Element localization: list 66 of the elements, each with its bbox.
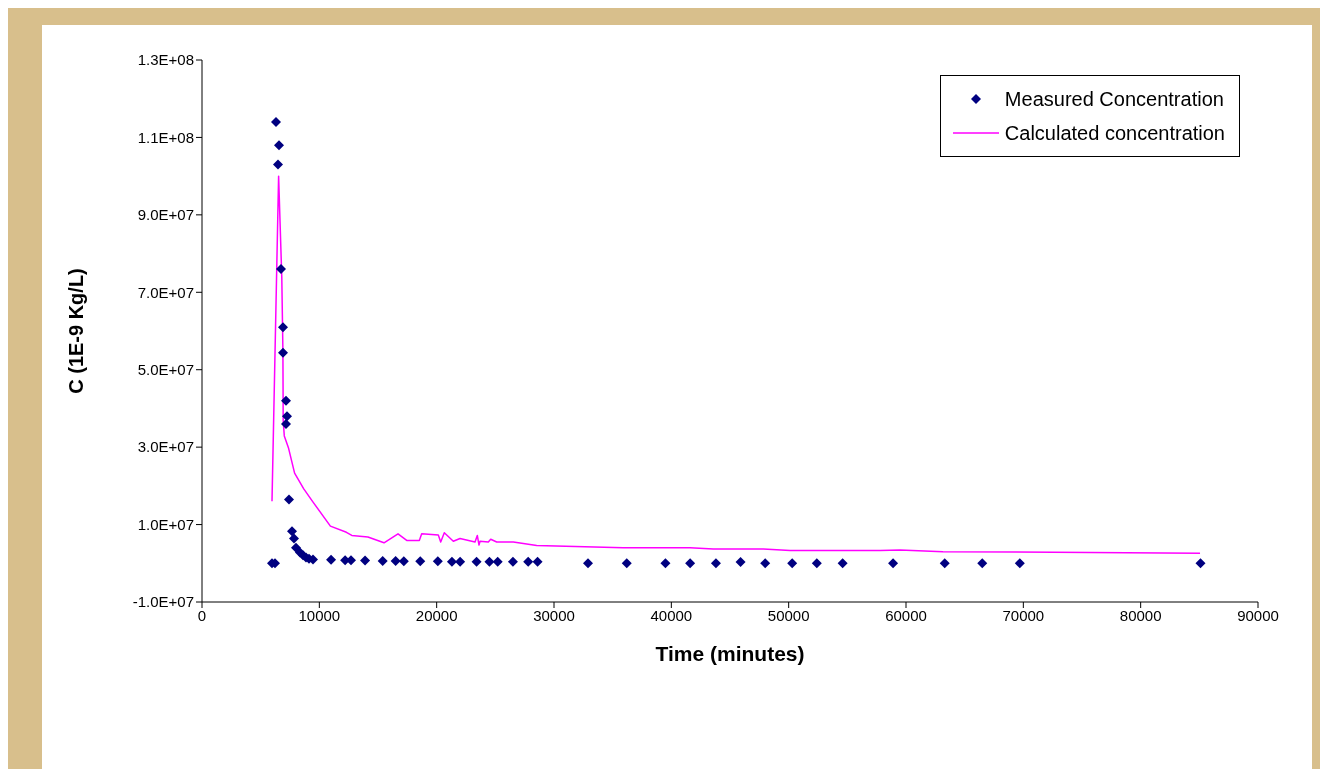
point [492, 556, 503, 567]
point [455, 556, 466, 567]
point [484, 556, 495, 567]
point [583, 558, 594, 569]
point [710, 558, 721, 569]
point [278, 347, 289, 358]
point [273, 159, 283, 170]
point [811, 558, 822, 569]
point [432, 556, 443, 567]
point [415, 556, 426, 567]
point [1014, 558, 1025, 569]
x-tick-label: 60000 [885, 606, 927, 624]
x-tick-label: 10000 [298, 606, 341, 624]
x-tick-label: 0 [197, 606, 207, 624]
point [291, 542, 301, 553]
y-tick-label: 1.1E+08 [137, 128, 194, 146]
point [446, 556, 457, 567]
point [271, 116, 281, 127]
point [278, 322, 289, 333]
point [787, 558, 798, 569]
point [532, 556, 543, 567]
point [281, 418, 292, 429]
point [284, 494, 294, 505]
point [523, 556, 534, 567]
x-tick-label: 90000 [1237, 606, 1279, 624]
point [274, 140, 285, 151]
point [837, 558, 848, 569]
point [1195, 558, 1206, 569]
point [286, 526, 297, 537]
x-tick-label: 40000 [650, 606, 693, 624]
point [326, 554, 337, 565]
y-tick-label: 9.0E+07 [137, 206, 194, 224]
point [377, 555, 388, 566]
x-tick-label: 80000 [1119, 606, 1162, 624]
x-axis-title: Time (minutes) [655, 642, 805, 665]
point [282, 411, 293, 422]
y-tick-label: 1.3E+08 [137, 51, 194, 69]
x-tick-label: 20000 [415, 606, 458, 624]
legend-label: Calculated concentration [1004, 121, 1225, 145]
y-tick-label: -1.0E+07 [132, 593, 194, 611]
point [507, 556, 518, 567]
y-axis-title: C (1E-9 Kg/L) [65, 268, 88, 394]
x-tick-label: 70000 [1002, 606, 1045, 624]
point [289, 533, 299, 544]
y-tick-label: 3.0E+07 [137, 438, 194, 456]
point [888, 558, 899, 569]
y-tick-label: 5.0E+07 [137, 361, 194, 379]
x-tick-label: 50000 [767, 606, 810, 624]
point [281, 395, 292, 406]
line-series [271, 175, 1201, 554]
point [471, 556, 482, 567]
point [360, 555, 371, 566]
point [735, 557, 746, 568]
point [760, 558, 771, 569]
legend-label: Measured Concentration [1004, 87, 1224, 111]
point [390, 555, 401, 566]
y-tick-label: 1.0E+07 [137, 515, 194, 533]
y-tick-label: 7.0E+07 [137, 283, 194, 301]
point [685, 558, 696, 569]
x-tick-label: 30000 [533, 606, 575, 624]
point [660, 558, 671, 569]
point [939, 558, 950, 569]
point [276, 264, 286, 275]
point [977, 558, 988, 569]
point [621, 558, 632, 569]
point [398, 556, 409, 567]
